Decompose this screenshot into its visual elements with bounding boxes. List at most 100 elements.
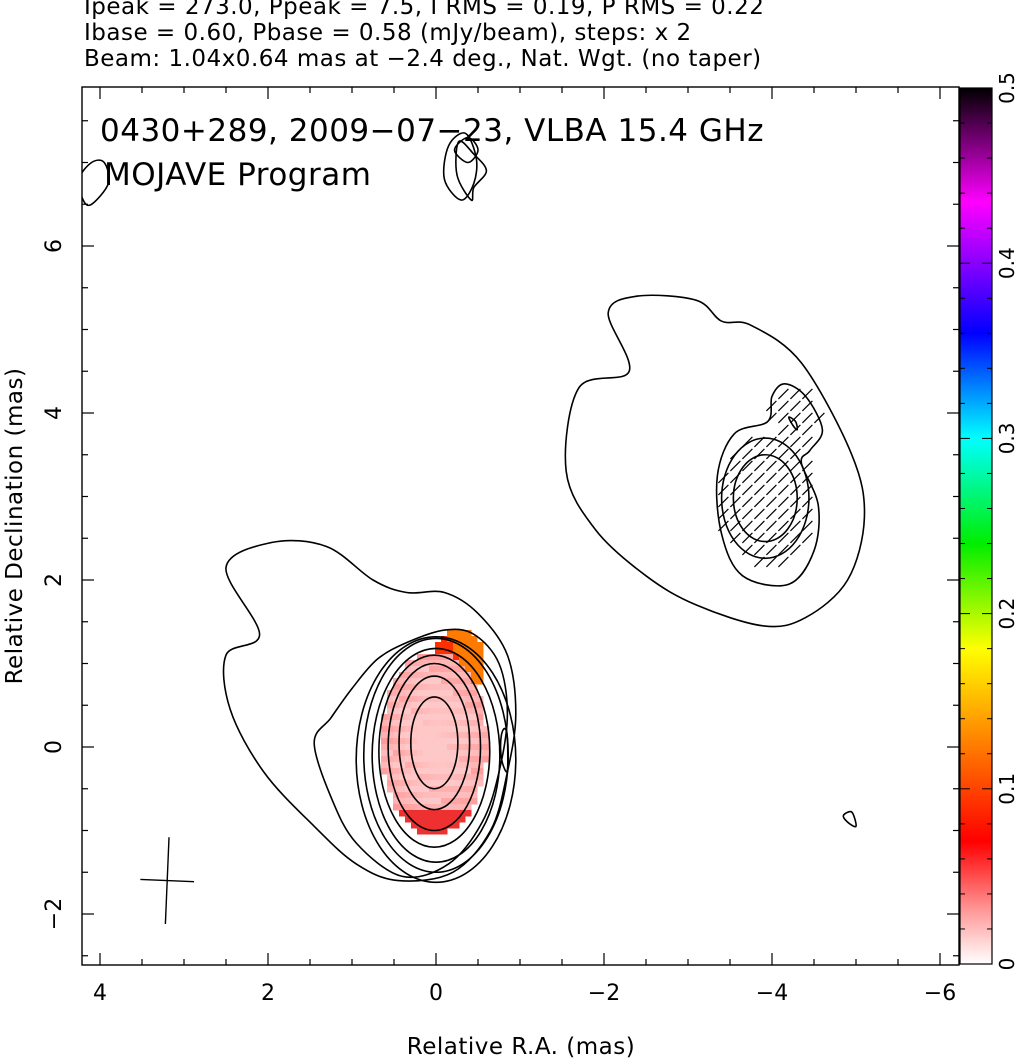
- pol-pixel: [471, 738, 478, 745]
- pol-pixel: [477, 702, 484, 709]
- pol-pixel: [417, 762, 424, 769]
- pol-pixel: [405, 708, 412, 715]
- y-tick-label: 2: [42, 573, 67, 587]
- pol-pixel: [465, 678, 472, 685]
- pol-pixel: [405, 798, 412, 805]
- pol-pixel: [471, 744, 478, 751]
- jet-contour: [564, 294, 866, 628]
- pol-pixel: [441, 816, 448, 823]
- evpa-tick: [765, 544, 777, 556]
- pol-pixel: [399, 720, 406, 727]
- pol-pixel: [417, 738, 424, 745]
- pol-pixel: [423, 786, 430, 793]
- y-tick-label: 0: [42, 740, 67, 754]
- pol-pixel: [429, 756, 436, 763]
- pol-pixel: [435, 810, 442, 817]
- core-contour: [371, 647, 501, 864]
- pol-pixel: [447, 762, 454, 769]
- pol-pixel: [399, 750, 406, 757]
- pol-pixel: [453, 684, 460, 691]
- pol-pixel: [447, 804, 454, 811]
- pol-pixel: [441, 732, 448, 739]
- pol-pixel: [447, 750, 454, 757]
- header-line-1: Ipeak = 273.0, Ppeak = 7.5, I RMS = 0.19…: [84, 0, 765, 20]
- axis-ticks: [82, 87, 959, 965]
- pol-pixel: [441, 678, 448, 685]
- pol-pixel: [453, 642, 460, 649]
- pol-pixel: [429, 684, 436, 691]
- pol-pixel: [447, 726, 454, 733]
- pol-pixel: [453, 786, 460, 793]
- core-outer-contour: [222, 539, 517, 882]
- pol-pixel: [435, 768, 442, 775]
- pol-pixel: [453, 630, 460, 637]
- pol-pixel: [405, 768, 412, 775]
- pol-pixel: [471, 660, 478, 667]
- pol-pixel: [471, 762, 478, 769]
- pol-pixel: [423, 708, 430, 715]
- pol-pixel: [453, 774, 460, 781]
- evpa-tick: [753, 448, 765, 460]
- pol-pixel: [435, 822, 442, 829]
- evpa-tick: [741, 544, 753, 556]
- pol-pixel: [423, 756, 430, 763]
- pol-pixel: [399, 690, 406, 697]
- pol-pixel: [471, 798, 478, 805]
- pol-pixel: [387, 750, 394, 757]
- pol-pixel: [417, 660, 424, 667]
- pol-pixel: [435, 750, 442, 757]
- pol-pixel: [441, 690, 448, 697]
- pol-pixel: [405, 714, 412, 721]
- pol-pixel: [417, 732, 424, 739]
- pol-pixel: [441, 786, 448, 793]
- pol-pixel: [393, 690, 400, 697]
- evpa-tick: [765, 508, 777, 520]
- pol-pixel: [387, 744, 394, 751]
- pol-pixel: [459, 636, 466, 643]
- evpa-tick: [717, 484, 729, 496]
- pol-pixel: [393, 744, 400, 751]
- pol-pixel: [381, 744, 388, 751]
- pol-pixel: [471, 690, 478, 697]
- pol-pixel: [411, 798, 418, 805]
- pol-pixel: [441, 666, 448, 673]
- evpa-tick: [789, 544, 801, 556]
- pol-pixel: [477, 708, 484, 715]
- pol-pixel: [417, 690, 424, 697]
- pol-pixel: [411, 756, 418, 763]
- evpa-tick: [801, 484, 813, 496]
- pol-pixel: [435, 798, 442, 805]
- pol-pixel: [453, 816, 460, 823]
- pol-pixel: [477, 780, 484, 787]
- evpa-tick: [801, 400, 813, 412]
- pol-pixel: [399, 798, 406, 805]
- core-contour: [387, 662, 482, 832]
- pol-pixel: [441, 708, 448, 715]
- evpa-tick: [777, 460, 789, 472]
- pol-pixel: [429, 828, 436, 835]
- evpa-tick: [753, 508, 765, 520]
- pol-pixel: [435, 702, 442, 709]
- pol-pixel: [441, 696, 448, 703]
- x-tick-label: −6: [924, 981, 956, 1006]
- x-tick-label: 4: [93, 981, 107, 1006]
- evpa-tick: [765, 484, 777, 496]
- pol-pixel: [429, 798, 436, 805]
- pol-pixel: [405, 666, 412, 673]
- pol-pixel: [411, 750, 418, 757]
- pol-pixel: [453, 654, 460, 661]
- evpa-tick: [765, 496, 777, 508]
- pol-pixel: [417, 750, 424, 757]
- pol-pixel: [471, 768, 478, 775]
- colorbar-tick-label: 0.5: [995, 72, 1019, 104]
- pol-pixel: [459, 726, 466, 733]
- pol-pixel: [411, 672, 418, 679]
- pol-pixel: [459, 750, 466, 757]
- pol-pixel: [441, 726, 448, 733]
- evpa-tick: [789, 532, 801, 544]
- pol-pixel: [399, 696, 406, 703]
- pol-pixel: [393, 726, 400, 733]
- pol-pixel: [435, 738, 442, 745]
- pol-pixel: [429, 666, 436, 673]
- pol-pixel: [459, 732, 466, 739]
